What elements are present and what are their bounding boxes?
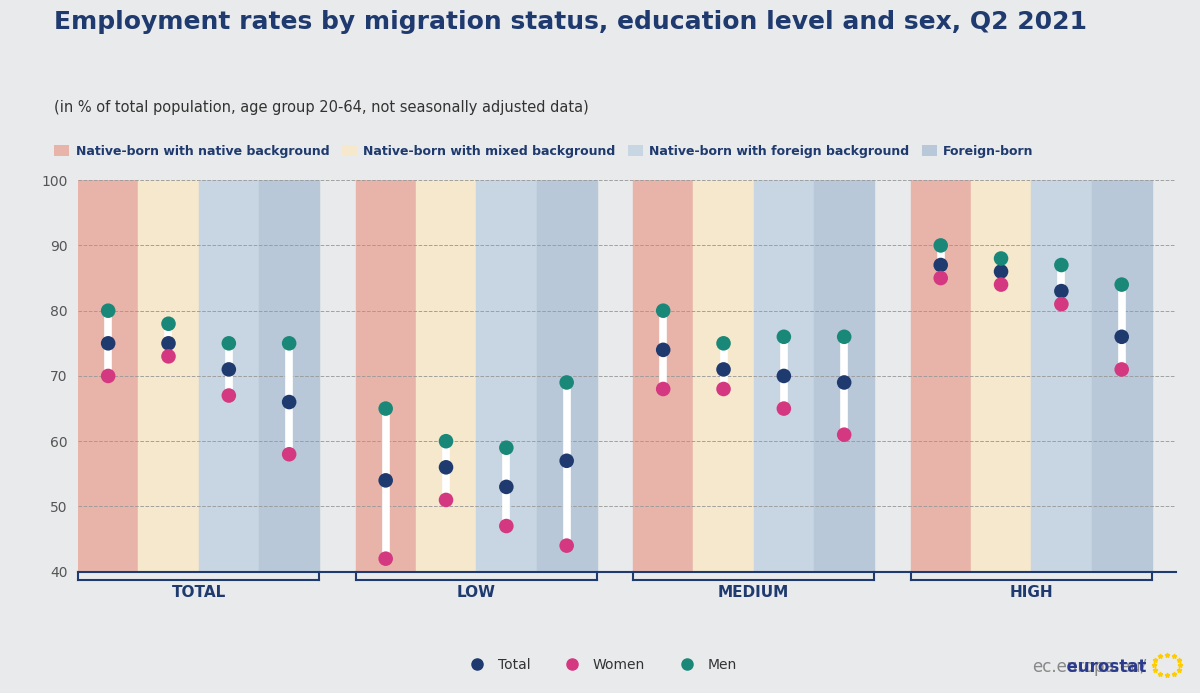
Point [1051, 286, 1070, 297]
Text: (in % of total population, age group 20-64, not seasonally adjusted data): (in % of total population, age group 20-… [54, 100, 589, 116]
Text: TOTAL: TOTAL [172, 585, 226, 599]
Point [1112, 331, 1132, 342]
Point [158, 337, 178, 349]
Point [654, 344, 673, 356]
Point [437, 462, 456, 473]
Point [497, 482, 516, 493]
Point [98, 337, 118, 349]
Point [654, 305, 673, 316]
Text: eurostat: eurostat [985, 658, 1146, 676]
Point [1112, 279, 1132, 290]
Text: HIGH: HIGH [1009, 585, 1054, 599]
Point [991, 253, 1010, 264]
Point [714, 383, 733, 394]
Point [834, 377, 853, 388]
Point [497, 520, 516, 532]
Point [557, 540, 576, 551]
Point [991, 279, 1010, 290]
Point [220, 364, 239, 375]
Text: MEDIUM: MEDIUM [718, 585, 790, 599]
Point [931, 259, 950, 270]
Text: Employment rates by migration status, education level and sex, Q2 2021: Employment rates by migration status, ed… [54, 10, 1087, 35]
Point [280, 449, 299, 460]
Point [158, 351, 178, 362]
Point [158, 318, 178, 329]
Point [376, 475, 395, 486]
Point [220, 390, 239, 401]
Point [280, 337, 299, 349]
Text: LOW: LOW [457, 585, 496, 599]
Point [437, 494, 456, 505]
Point [774, 403, 793, 414]
Point [1051, 259, 1070, 270]
Point [437, 436, 456, 447]
Point [98, 305, 118, 316]
Point [774, 370, 793, 381]
Legend: Native-born with native background, Native-born with mixed background, Native-bo: Native-born with native background, Nati… [54, 145, 1033, 158]
Text: ec.europa.eu/: ec.europa.eu/ [1032, 658, 1146, 676]
Point [1051, 299, 1070, 310]
Point [714, 364, 733, 375]
Point [834, 429, 853, 440]
Point [376, 553, 395, 564]
Point [774, 331, 793, 342]
Point [280, 396, 299, 407]
Point [98, 370, 118, 381]
Point [714, 337, 733, 349]
Point [497, 442, 516, 453]
Point [991, 266, 1010, 277]
Legend: Total, Women, Men: Total, Women, Men [463, 658, 737, 672]
Point [654, 383, 673, 394]
Point [1112, 364, 1132, 375]
Point [834, 331, 853, 342]
Point [931, 272, 950, 283]
Point [557, 377, 576, 388]
Point [557, 455, 576, 466]
Point [931, 240, 950, 251]
Point [220, 337, 239, 349]
Point [376, 403, 395, 414]
